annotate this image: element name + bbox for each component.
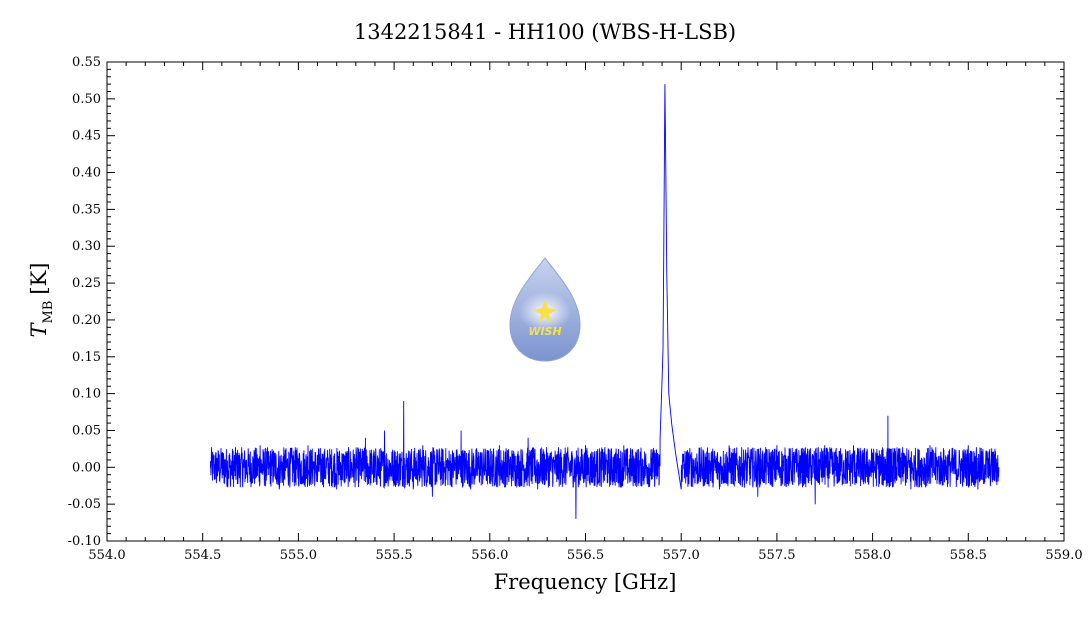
x-tick-label: 555.0 [280,548,317,563]
y-tick-label: 0.05 [72,423,101,438]
axes: 554.0 554.5 555.0 555.5 556.0 556.5 557.0 557.5… [68,55,1083,563]
plot-area [209,84,1000,519]
y-tick-label: 0.35 [72,202,101,217]
x-tick-label: 558.0 [854,548,891,563]
x-tick-label: 559.0 [1045,548,1082,563]
y-tick-label: 0.15 [72,350,101,365]
y-tick-label: -0.10 [68,534,101,549]
y-tick-label: 0.45 [72,129,101,144]
y-axis-label: TMB[K] [27,263,56,338]
y-tick-label: 0.25 [72,276,101,291]
x-tick-label: 556.0 [471,548,508,563]
spectrum-line [209,84,1000,519]
y-tick-label: 0.50 [72,92,101,107]
chart-title: 1342215841 - HH100 (WBS-H-LSB) [354,20,736,44]
wish-logo-text: WISH [528,325,561,338]
star-icon [533,300,557,323]
x-tick-label: 554.5 [184,548,221,563]
y-tick-label: 0.40 [72,166,101,181]
wish-logo: WISH [509,257,581,362]
y-tick-label: 0.20 [72,313,101,328]
x-tick-label: 556.5 [567,548,604,563]
y-tick-label: -0.05 [68,497,101,512]
x-axis-label: Frequency [GHz] [494,570,677,594]
y-tick-label: 0.30 [72,239,101,254]
x-tick-label: 558.5 [950,548,987,563]
y-tick-label: 0.10 [72,387,101,402]
y-tick-label: 0.00 [72,460,101,475]
x-tick-label: 554.0 [88,548,125,563]
y-tick-label: 0.55 [72,55,101,70]
x-tick-label: 555.5 [375,548,412,563]
x-tick-label: 557.5 [758,548,795,563]
x-tick-label: 557.0 [663,548,700,563]
